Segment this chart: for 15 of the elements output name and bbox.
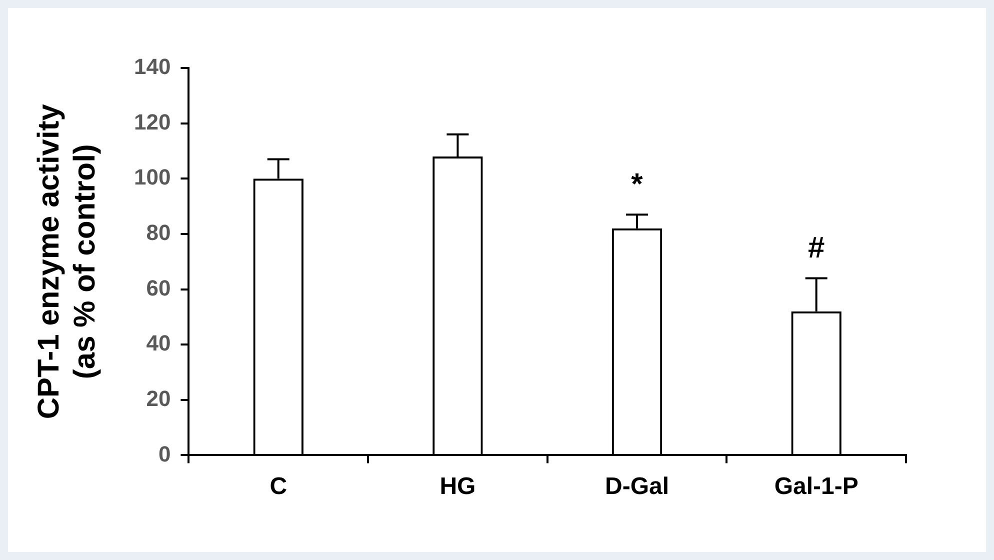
y-tick-label: 0	[158, 441, 171, 466]
y-tick-label: 120	[134, 109, 171, 134]
x-tick-label: HG	[440, 473, 476, 500]
x-tick-label: Gal-1-P	[774, 473, 858, 500]
y-tick-label: 140	[134, 54, 171, 80]
x-tick-label: D-Gal	[605, 473, 670, 500]
annotation: *	[631, 168, 644, 201]
y-tick-label: 60	[146, 275, 171, 300]
y-axis-title: CPT-1 enzyme activity (as % of control)	[32, 104, 102, 420]
y-tick-label: 40	[146, 330, 171, 356]
x-tick-label: C	[270, 473, 288, 500]
y-tick-label: 100	[134, 164, 171, 190]
y-tick-label: 80	[146, 220, 171, 246]
y-tick-label: 20	[146, 386, 171, 411]
annotation: #	[808, 231, 825, 264]
